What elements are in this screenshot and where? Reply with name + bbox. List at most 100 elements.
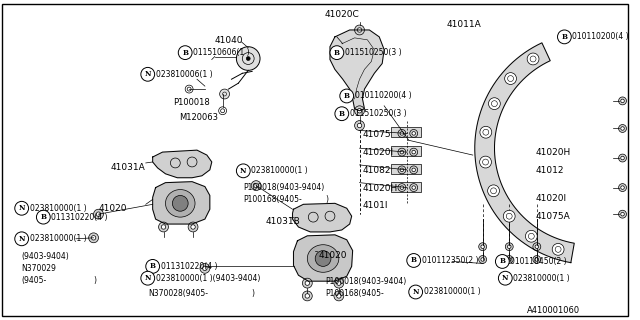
- Circle shape: [535, 245, 539, 248]
- Circle shape: [506, 256, 513, 263]
- Ellipse shape: [307, 245, 339, 272]
- Circle shape: [236, 47, 260, 70]
- Text: 41020H: 41020H: [536, 148, 571, 157]
- Circle shape: [400, 186, 404, 189]
- Circle shape: [619, 210, 627, 218]
- Text: B: B: [334, 49, 340, 57]
- Text: 023810000(1 ): 023810000(1 ): [29, 204, 86, 213]
- Text: ): ): [325, 196, 328, 204]
- Circle shape: [337, 294, 341, 298]
- Text: P100168(9405-: P100168(9405-: [325, 289, 384, 298]
- Circle shape: [495, 255, 509, 268]
- Circle shape: [535, 258, 539, 261]
- Text: B: B: [339, 110, 345, 118]
- Text: 023810000(1 ): 023810000(1 ): [29, 234, 86, 243]
- Circle shape: [412, 150, 415, 154]
- Circle shape: [619, 97, 627, 105]
- Text: 41020C: 41020C: [325, 10, 360, 19]
- Text: 41031A: 41031A: [110, 163, 145, 172]
- Circle shape: [557, 30, 572, 44]
- Text: P100018(9403-9404): P100018(9403-9404): [325, 277, 406, 286]
- Circle shape: [407, 253, 420, 268]
- Circle shape: [220, 89, 230, 99]
- Circle shape: [398, 130, 406, 137]
- Circle shape: [179, 46, 192, 60]
- Circle shape: [93, 209, 104, 219]
- Text: 023810006(1 ): 023810006(1 ): [156, 70, 212, 79]
- Bar: [391, 182, 420, 192]
- Text: 41012: 41012: [536, 166, 564, 175]
- Circle shape: [159, 222, 168, 232]
- Text: 023810000(1 ): 023810000(1 ): [513, 274, 570, 283]
- Circle shape: [36, 210, 50, 224]
- Circle shape: [479, 156, 492, 168]
- Circle shape: [337, 281, 341, 285]
- Text: 41020: 41020: [318, 251, 347, 260]
- Polygon shape: [153, 182, 210, 224]
- Circle shape: [398, 184, 406, 192]
- Circle shape: [89, 233, 99, 243]
- Text: B: B: [411, 256, 417, 264]
- Bar: [391, 164, 420, 174]
- Text: N: N: [413, 288, 419, 296]
- Text: 010110200(4 ): 010110200(4 ): [355, 92, 412, 100]
- Circle shape: [305, 281, 310, 285]
- Bar: [391, 146, 420, 156]
- Circle shape: [505, 73, 516, 84]
- Text: N: N: [240, 167, 246, 175]
- Polygon shape: [292, 203, 351, 232]
- Circle shape: [621, 212, 624, 216]
- Polygon shape: [475, 43, 574, 263]
- Text: ): ): [93, 276, 97, 285]
- Circle shape: [254, 183, 259, 188]
- Circle shape: [251, 181, 261, 190]
- Bar: [391, 127, 420, 137]
- Polygon shape: [294, 235, 353, 281]
- Circle shape: [203, 266, 207, 271]
- Circle shape: [357, 28, 362, 32]
- Text: P100018: P100018: [173, 98, 210, 107]
- Text: B: B: [182, 49, 188, 57]
- Circle shape: [621, 99, 624, 103]
- Circle shape: [412, 168, 415, 172]
- Circle shape: [200, 263, 210, 273]
- Circle shape: [161, 225, 166, 229]
- Circle shape: [503, 210, 515, 222]
- Circle shape: [400, 150, 404, 154]
- Circle shape: [400, 168, 404, 172]
- Text: 010110200(4 ): 010110200(4 ): [572, 32, 629, 41]
- Circle shape: [141, 68, 155, 81]
- Circle shape: [525, 230, 537, 242]
- Text: 41020H: 41020H: [362, 184, 397, 193]
- Circle shape: [410, 184, 418, 192]
- Text: 023810000(1 ): 023810000(1 ): [424, 287, 480, 297]
- Text: 011510606(1 ): 011510606(1 ): [193, 48, 250, 57]
- Circle shape: [479, 243, 486, 251]
- Text: 010112350(2 ): 010112350(2 ): [422, 256, 478, 265]
- Text: 41040: 41040: [215, 36, 243, 45]
- Circle shape: [398, 166, 406, 174]
- Circle shape: [481, 245, 484, 248]
- Circle shape: [410, 130, 418, 137]
- Text: B: B: [40, 213, 46, 221]
- Text: 023810000(1 ): 023810000(1 ): [251, 166, 308, 175]
- Circle shape: [506, 243, 513, 251]
- Circle shape: [488, 98, 500, 109]
- Text: (9405-: (9405-: [22, 276, 47, 285]
- Text: 41020: 41020: [99, 204, 127, 213]
- Circle shape: [410, 166, 418, 174]
- Circle shape: [357, 108, 362, 113]
- Circle shape: [508, 258, 511, 261]
- Circle shape: [236, 164, 250, 178]
- Text: B: B: [499, 258, 506, 266]
- Circle shape: [355, 25, 364, 35]
- Text: 023810000(1 )(9403-9404): 023810000(1 )(9403-9404): [156, 274, 260, 283]
- Circle shape: [619, 154, 627, 162]
- Circle shape: [334, 291, 344, 301]
- Circle shape: [172, 196, 188, 211]
- Text: B: B: [150, 262, 156, 270]
- Circle shape: [316, 251, 331, 266]
- Circle shape: [398, 148, 406, 156]
- Text: B: B: [344, 92, 349, 100]
- Circle shape: [410, 148, 418, 156]
